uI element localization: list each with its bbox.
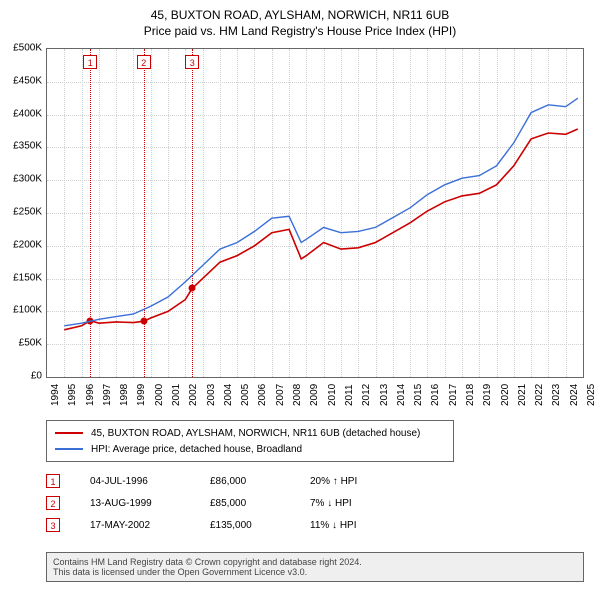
x-tick-label: 2004	[223, 384, 234, 406]
marker-pct: 11% ↓ HPI	[310, 520, 410, 531]
x-tick-label: 2014	[396, 384, 407, 406]
legend-row: HPI: Average price, detached house, Broa…	[55, 441, 445, 457]
y-tick-label: £500K	[13, 43, 42, 54]
legend-swatch	[55, 432, 83, 434]
x-tick-label: 2013	[379, 384, 390, 406]
marker-table: 1 04-JUL-1996£86,00020% ↑ HPI 2 13-AUG-1999…	[46, 470, 410, 536]
x-tick-label: 1994	[50, 384, 61, 406]
x-tick-label: 1996	[85, 384, 96, 406]
x-tick-label: 2017	[448, 384, 459, 406]
x-tick-label: 2008	[292, 384, 303, 406]
title-line-1: 45, BUXTON ROAD, AYLSHAM, NORWICH, NR11 …	[0, 8, 600, 22]
y-tick-label: £400K	[13, 108, 42, 119]
series-hpi	[64, 98, 578, 326]
marker-date: 17-MAY-2002	[90, 520, 210, 531]
x-tick-label: 1995	[67, 384, 78, 406]
x-tick-label: 2021	[517, 384, 528, 406]
x-tick-label: 2006	[257, 384, 268, 406]
y-tick-label: £0	[31, 371, 42, 382]
x-tick-label: 2009	[309, 384, 320, 406]
y-tick-label: £300K	[13, 174, 42, 185]
x-tick-label: 2018	[465, 384, 476, 406]
marker-price: £135,000	[210, 520, 310, 531]
plot-area: 123	[46, 48, 584, 378]
y-tick-label: £450K	[13, 75, 42, 86]
marker-price: £85,000	[210, 498, 310, 509]
legend-row: 45, BUXTON ROAD, AYLSHAM, NORWICH, NR11 …	[55, 425, 445, 441]
x-tick-label: 2001	[171, 384, 182, 406]
marker-table-box: 1	[46, 474, 60, 488]
x-tick-label: 2025	[586, 384, 597, 406]
y-tick-label: £100K	[13, 305, 42, 316]
title-line-2: Price paid vs. HM Land Registry's House …	[0, 24, 600, 38]
x-tick-label: 2020	[500, 384, 511, 406]
marker-table-row: 1 04-JUL-1996£86,00020% ↑ HPI	[46, 470, 410, 492]
legend-label: 45, BUXTON ROAD, AYLSHAM, NORWICH, NR11 …	[91, 428, 420, 439]
marker-date: 13-AUG-1999	[90, 498, 210, 509]
x-tick-label: 2016	[430, 384, 441, 406]
x-tick-label: 2024	[569, 384, 580, 406]
footer: Contains HM Land Registry data © Crown c…	[46, 552, 584, 582]
x-tick-label: 2022	[534, 384, 545, 406]
y-tick-label: £350K	[13, 141, 42, 152]
line-plot	[47, 49, 583, 377]
titles: 45, BUXTON ROAD, AYLSHAM, NORWICH, NR11 …	[0, 0, 600, 38]
legend-swatch	[55, 448, 83, 450]
marker-pct: 20% ↑ HPI	[310, 476, 410, 487]
y-tick-label: £150K	[13, 272, 42, 283]
x-tick-label: 2000	[154, 384, 165, 406]
y-tick-label: £250K	[13, 207, 42, 218]
x-tick-label: 2011	[344, 384, 355, 406]
marker-price: £86,000	[210, 476, 310, 487]
x-tick-label: 2010	[327, 384, 338, 406]
marker-table-box: 2	[46, 496, 60, 510]
x-tick-label: 1997	[102, 384, 113, 406]
x-tick-label: 2019	[482, 384, 493, 406]
marker-table-row: 2 13-AUG-1999£85,0007% ↓ HPI	[46, 492, 410, 514]
x-tick-label: 2005	[240, 384, 251, 406]
x-tick-label: 2023	[551, 384, 562, 406]
footer-line-2: This data is licensed under the Open Gov…	[53, 567, 577, 577]
x-tick-label: 2015	[413, 384, 424, 406]
footer-line-1: Contains HM Land Registry data © Crown c…	[53, 557, 577, 567]
y-tick-label: £50K	[19, 338, 42, 349]
marker-date: 04-JUL-1996	[90, 476, 210, 487]
x-tick-label: 2003	[206, 384, 217, 406]
marker-table-row: 3 17-MAY-2002£135,00011% ↓ HPI	[46, 514, 410, 536]
marker-pct: 7% ↓ HPI	[310, 498, 410, 509]
legend: 45, BUXTON ROAD, AYLSHAM, NORWICH, NR11 …	[46, 420, 454, 462]
x-tick-label: 1999	[136, 384, 147, 406]
x-tick-label: 2007	[275, 384, 286, 406]
marker-table-box: 3	[46, 518, 60, 532]
y-tick-label: £200K	[13, 239, 42, 250]
legend-label: HPI: Average price, detached house, Broa…	[91, 444, 302, 455]
x-tick-label: 2002	[188, 384, 199, 406]
chart-container: 45, BUXTON ROAD, AYLSHAM, NORWICH, NR11 …	[0, 0, 600, 590]
x-tick-label: 2012	[361, 384, 372, 406]
x-tick-label: 1998	[119, 384, 130, 406]
